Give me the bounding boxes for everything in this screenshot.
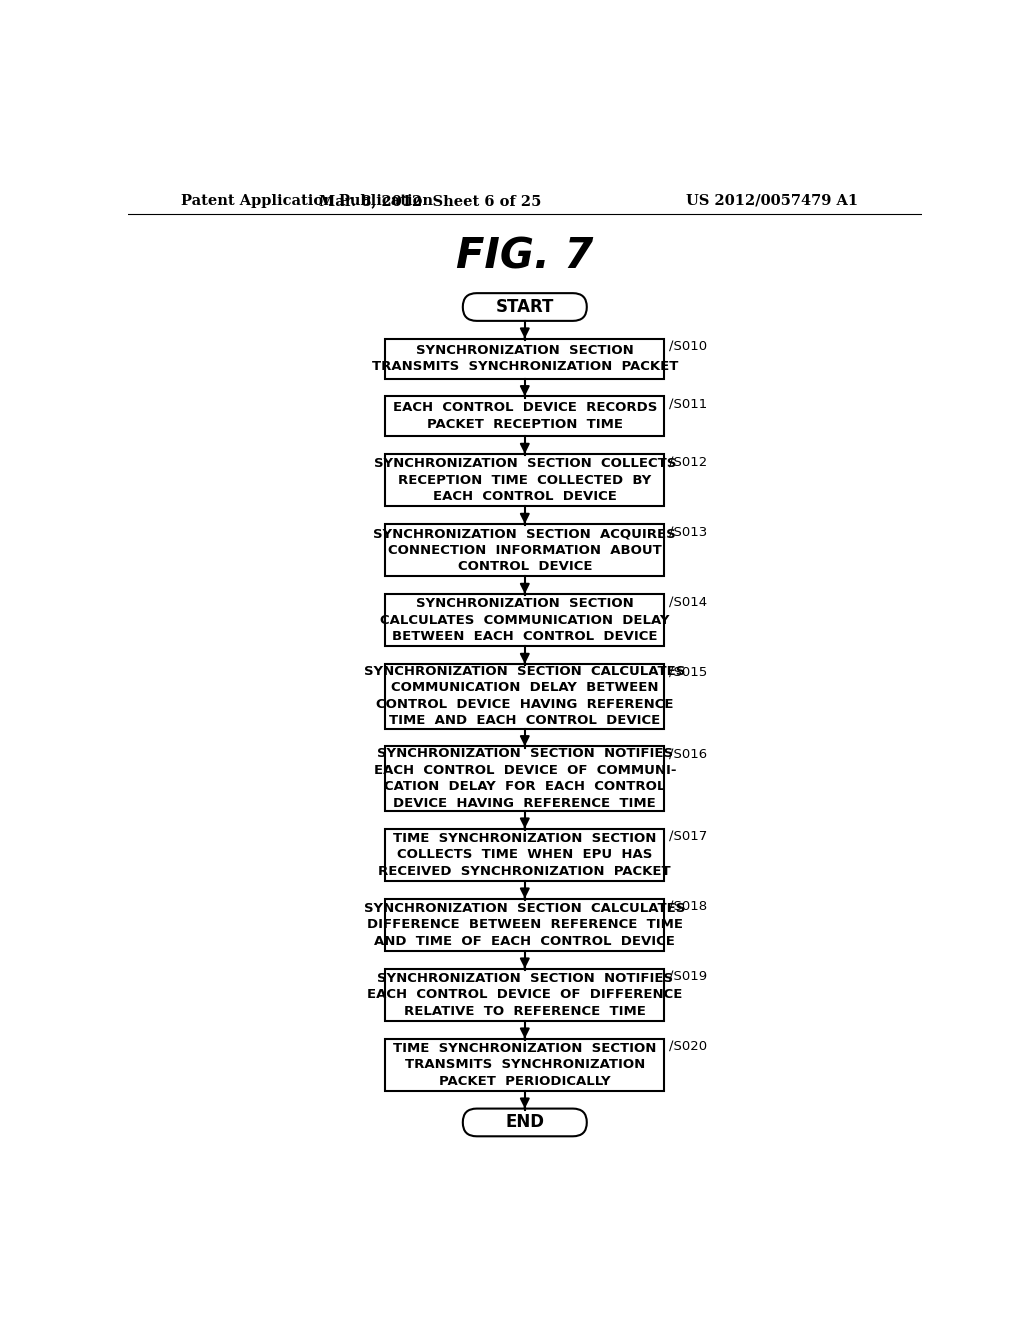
Text: SYNCHRONIZATION  SECTION
CALCULATES  COMMUNICATION  DELAY
BETWEEN  EACH  CONTROL: SYNCHRONIZATION SECTION CALCULATES COMMU…	[380, 597, 670, 643]
Text: ∕S015: ∕S015	[669, 665, 708, 678]
Text: FIG. 7: FIG. 7	[456, 236, 594, 279]
Bar	[385, 594, 665, 647]
Text: Mar. 8, 2012  Sheet 6 of 25: Mar. 8, 2012 Sheet 6 of 25	[319, 194, 542, 207]
Text: SYNCHRONIZATION  SECTION  CALCULATES
DIFFERENCE  BETWEEN  REFERENCE  TIME
AND  T: SYNCHRONIZATION SECTION CALCULATES DIFFE…	[365, 902, 685, 948]
Bar	[385, 746, 665, 810]
Text: ∕S011: ∕S011	[669, 397, 708, 411]
Text: SYNCHRONIZATION  SECTION  CALCULATES
COMMUNICATION  DELAY  BETWEEN
CONTROL  DEVI: SYNCHRONIZATION SECTION CALCULATES COMMU…	[365, 665, 685, 727]
Bar	[385, 664, 665, 729]
Text: ∕S012: ∕S012	[669, 455, 708, 469]
Text: SYNCHRONIZATION  SECTION  COLLECTS
RECEPTION  TIME  COLLECTED  BY
EACH  CONTROL : SYNCHRONIZATION SECTION COLLECTS RECEPTI…	[374, 457, 676, 503]
Text: TIME  SYNCHRONIZATION  SECTION
TRANSMITS  SYNCHRONIZATION
PACKET  PERIODICALLY: TIME SYNCHRONIZATION SECTION TRANSMITS S…	[393, 1041, 656, 1088]
FancyBboxPatch shape	[463, 1109, 587, 1137]
Bar	[385, 969, 665, 1020]
Text: START: START	[496, 298, 554, 315]
Text: SYNCHRONIZATION  SECTION  NOTIFIES
EACH  CONTROL  DEVICE  OF  DIFFERENCE
RELATIV: SYNCHRONIZATION SECTION NOTIFIES EACH CO…	[368, 972, 682, 1018]
Text: ∕S014: ∕S014	[669, 595, 708, 609]
Text: ∕S013: ∕S013	[669, 525, 708, 539]
Text: ∕S016: ∕S016	[669, 747, 708, 760]
Text: ∕S020: ∕S020	[669, 1040, 708, 1053]
Text: SYNCHRONIZATION  SECTION  ACQUIRES
CONNECTION  INFORMATION  ABOUT
CONTROL  DEVIC: SYNCHRONIZATION SECTION ACQUIRES CONNECT…	[374, 527, 676, 573]
Text: ∕S017: ∕S017	[669, 830, 708, 843]
Bar	[385, 899, 665, 950]
Bar	[385, 454, 665, 507]
Text: ∕S010: ∕S010	[669, 341, 708, 352]
Bar	[385, 396, 665, 436]
Bar	[385, 829, 665, 880]
Text: END: END	[505, 1114, 545, 1131]
Text: ∕S018: ∕S018	[669, 900, 708, 913]
Text: TIME  SYNCHRONIZATION  SECTION
COLLECTS  TIME  WHEN  EPU  HAS
RECEIVED  SYNCHRON: TIME SYNCHRONIZATION SECTION COLLECTS TI…	[379, 832, 671, 878]
Text: EACH  CONTROL  DEVICE  RECORDS
PACKET  RECEPTION  TIME: EACH CONTROL DEVICE RECORDS PACKET RECEP…	[392, 401, 657, 430]
Bar	[385, 338, 665, 379]
FancyBboxPatch shape	[463, 293, 587, 321]
Text: ∕S019: ∕S019	[669, 970, 708, 983]
Bar	[385, 524, 665, 577]
Text: Patent Application Publication: Patent Application Publication	[180, 194, 433, 207]
Text: SYNCHRONIZATION  SECTION  NOTIFIES
EACH  CONTROL  DEVICE  OF  COMMUNI-
CATION  D: SYNCHRONIZATION SECTION NOTIFIES EACH CO…	[374, 747, 676, 810]
Bar	[385, 1039, 665, 1090]
Text: SYNCHRONIZATION  SECTION
TRANSMITS  SYNCHRONIZATION  PACKET: SYNCHRONIZATION SECTION TRANSMITS SYNCHR…	[372, 343, 678, 374]
Text: US 2012/0057479 A1: US 2012/0057479 A1	[686, 194, 858, 207]
